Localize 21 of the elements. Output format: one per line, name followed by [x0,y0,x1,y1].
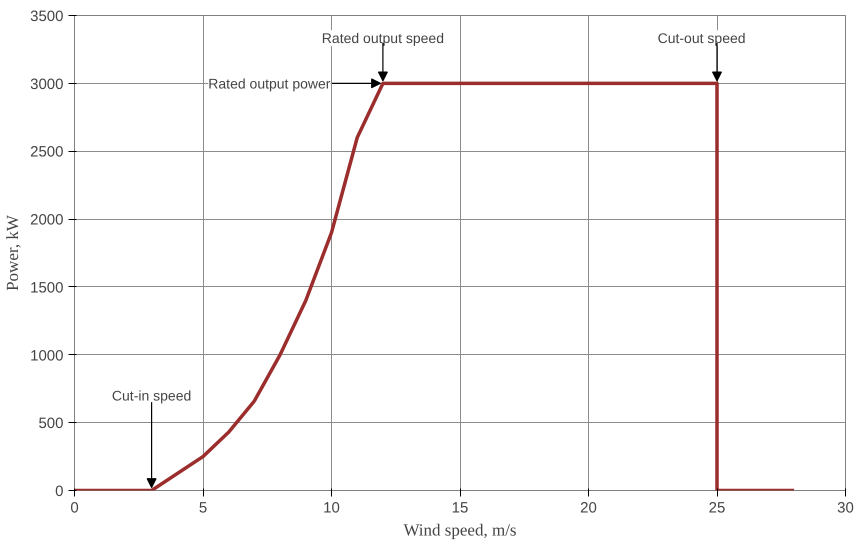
y-tick-label: 1000 [30,347,64,364]
x-tick-label: 0 [70,500,79,516]
annotation: Cut-out speed [658,30,746,46]
annotation: Cut-in speed [112,388,192,404]
x-tick-label: 20 [580,500,597,516]
y-axis-title: Power, kW [3,214,22,291]
x-tick-label: 10 [323,500,340,516]
y-tick-label: 1500 [30,279,64,296]
y-tick-label: 3500 [30,8,64,25]
annotation: Rated output power [208,75,331,92]
y-tick-label: 0 [55,483,64,500]
x-tick-label: 25 [708,500,726,516]
annotation: Rated output speed [322,30,444,46]
y-tick-label: 3000 [30,76,64,93]
y-tick-label: 500 [38,415,64,432]
x-tick-label: 5 [198,500,208,516]
x-axis-title: Wind speed, m/s [403,520,517,540]
x-tick-label: 30 [837,500,854,516]
x-tick-label: 15 [452,500,468,516]
y-tick-label: 2000 [30,212,64,229]
y-tick-label: 2500 [30,144,64,161]
